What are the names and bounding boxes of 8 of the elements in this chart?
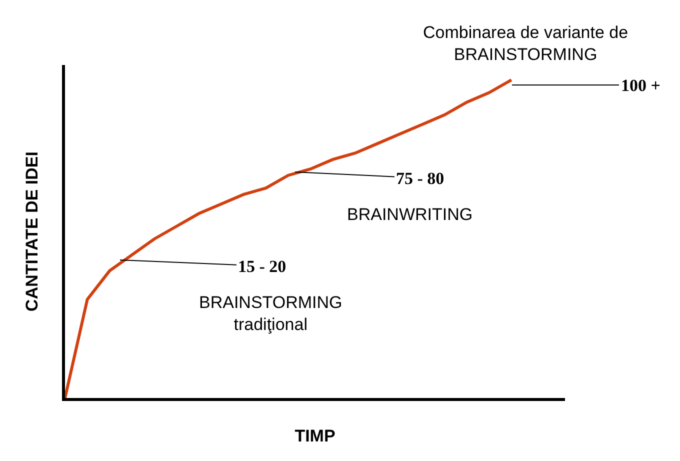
annotation: 15 - 20	[238, 257, 286, 276]
y-axis-title: CANTITATE DE IDEI	[22, 152, 42, 312]
x-axis-title: TIMP	[294, 426, 336, 446]
annotation: 75 - 80	[396, 169, 444, 188]
annotation: BRAINWRITING	[347, 205, 473, 224]
text: 100 +	[621, 76, 660, 95]
annotation: BRAINSTORMING tradiţional	[199, 293, 342, 334]
text: Combinarea de variante de BRAINSTORMING	[423, 23, 628, 64]
